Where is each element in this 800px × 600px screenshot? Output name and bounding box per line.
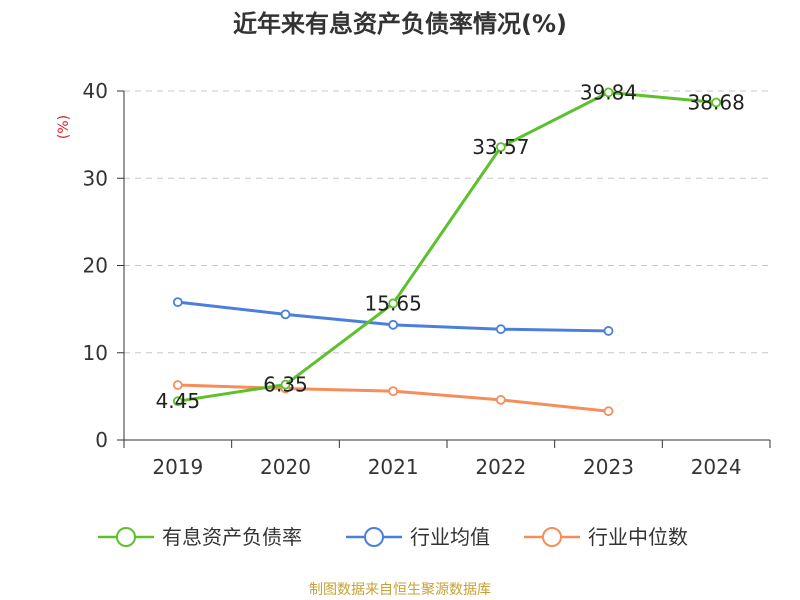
series-0: 4.45 6.35 15.65 33.57 39.84 38.68 <box>156 80 745 413</box>
data-point <box>603 87 614 98</box>
y-tick-label: 30 <box>83 166 108 190</box>
data-label: 15.65 <box>365 291 422 315</box>
data-label: 6.35 <box>263 373 308 397</box>
legend-item-1: 行业均值 <box>346 525 490 549</box>
legend-label: 有息资产负债率 <box>162 525 302 549</box>
source-note: 制图数据来自恒生聚源数据库 <box>309 582 491 598</box>
data-point <box>495 324 506 335</box>
series-line <box>177 90 717 403</box>
data-point <box>603 326 614 336</box>
x-tick-label: 2023 <box>583 455 634 479</box>
y-tick-label: 0 <box>95 428 108 452</box>
legend-label: 行业中位数 <box>588 525 688 549</box>
legend-item-0: 有息资产负债率 <box>98 525 302 549</box>
y-tick-label: 40 <box>83 79 108 103</box>
data-point <box>495 142 506 153</box>
data-point <box>388 298 399 309</box>
axes: 0 10 20 30 40 2019 2020 2021 2022 2023 2024 <box>83 79 771 479</box>
x-tick-label: 2021 <box>368 455 419 479</box>
data-label: 33.57 <box>472 135 529 159</box>
legend-swatch-marker <box>116 527 136 547</box>
x-tick-label: 2024 <box>691 455 742 479</box>
data-label: 4.45 <box>156 389 201 413</box>
data-point <box>603 406 614 417</box>
x-tick-label: 2020 <box>260 455 311 479</box>
series-1 <box>172 297 614 336</box>
y-tick-label: 10 <box>83 341 108 365</box>
grid-lines <box>124 90 770 354</box>
data-point <box>388 386 399 397</box>
legend-swatch-marker <box>542 527 562 547</box>
series-group: 4.45 6.35 15.65 33.57 39.84 38.68 <box>156 80 745 417</box>
chart-title: 近年来有息资产负债率情况(%) <box>233 10 567 38</box>
y-tick-label: 20 <box>83 254 108 278</box>
x-tick-label: 2022 <box>475 455 526 479</box>
data-point <box>280 309 291 320</box>
legend-item-2: 行业中位数 <box>524 525 688 549</box>
data-point <box>172 297 183 308</box>
data-point <box>711 97 722 108</box>
data-point <box>172 380 183 390</box>
legend-swatch-marker <box>364 527 384 547</box>
data-label: 38.68 <box>688 91 745 115</box>
legend-label: 行业均值 <box>410 525 490 549</box>
data-point <box>388 319 399 330</box>
data-point <box>172 396 183 407</box>
data-label: 39.84 <box>580 80 637 104</box>
x-tick-label: 2019 <box>152 455 203 479</box>
y-axis-label: (%) <box>56 115 72 139</box>
data-point <box>495 394 506 405</box>
data-point <box>280 379 291 390</box>
series-2 <box>172 380 614 417</box>
legend: 有息资产负债率 行业均值 行业中位数 <box>98 525 688 549</box>
